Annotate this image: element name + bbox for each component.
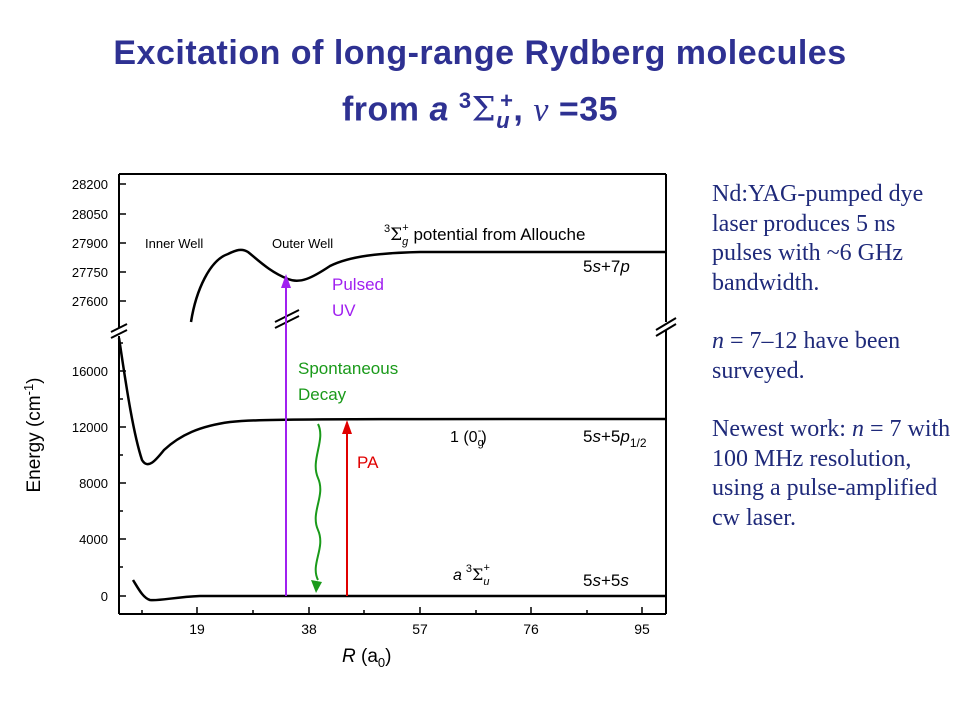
- potential-energy-diagram: 0 4000 8000 12000 16000 27600 27750 2790…: [21, 173, 677, 670]
- upper-potential-curve: [189, 248, 666, 323]
- x-tick-labels: 19 38 57 76 95: [189, 621, 650, 637]
- y-tick-label: 27600: [72, 294, 108, 309]
- note-surveyed: n = 7–12 have been surveyed.: [712, 328, 901, 384]
- middle-asymptote-label: 5s+5p1/2: [583, 427, 647, 450]
- x-ticks: [141, 607, 643, 614]
- note-laser: Nd:YAG-pumped dye laser produces 5 ns pu…: [712, 181, 924, 296]
- lower-potential-curve: [131, 579, 666, 602]
- curve-labels: Inner Well Outer Well 3Σg+ potential fro…: [145, 222, 647, 590]
- note-newest-work: Newest work: n = 7 with 100 MHz resoluti…: [712, 416, 951, 531]
- middle-potential-curve: [117, 337, 667, 466]
- upper-asymptote-label: 5s+7p: [583, 257, 630, 276]
- pulsed-uv-label-2: UV: [332, 301, 356, 320]
- y-tick-label: 4000: [79, 532, 108, 547]
- pa-arrow: [342, 420, 352, 596]
- page-title: Excitation of long-range Rydberg molecul…: [113, 34, 847, 72]
- y-tick-label: 28050: [72, 207, 108, 222]
- outer-well-label: Outer Well: [272, 236, 333, 251]
- y-ticks-lower: [119, 342, 126, 597]
- axis-break-marks: [110, 309, 677, 339]
- pa-label: PA: [357, 453, 379, 472]
- potential-curves: [117, 248, 667, 602]
- lower-asymptote-label: 5s+5s: [583, 571, 629, 590]
- y-tick-label: 8000: [79, 476, 108, 491]
- upper-state-label: 3Σg+ potential from Allouche: [384, 222, 585, 248]
- x-tick-label: 19: [189, 621, 205, 637]
- y-tick-label: 16000: [72, 364, 108, 379]
- y-ticks-upper: [119, 183, 126, 302]
- y-tick-label: 28200: [72, 177, 108, 192]
- y-tick-label: 12000: [72, 420, 108, 435]
- y-axis-label: Energy (cm-1): [21, 377, 45, 492]
- y-tick-label: 0: [101, 589, 108, 604]
- y-tick-label: 27900: [72, 236, 108, 251]
- page-subtitle: from a 3Σu+, ν =35: [341, 88, 619, 134]
- spontaneous-label-2: Decay: [298, 385, 347, 404]
- middle-state-label: 1 (0g-): [450, 425, 487, 449]
- lower-state-label: a 3Σu+: [453, 562, 490, 588]
- pulsed-uv-arrow: [281, 274, 291, 596]
- inner-well-label: Inner Well: [145, 236, 203, 251]
- transition-labels: Pulsed UV Spontaneous Decay PA: [298, 275, 398, 472]
- plot-frame: [118, 173, 667, 615]
- x-tick-label: 57: [412, 621, 428, 637]
- notes-panel: Nd:YAG-pumped dye laser produces 5 ns pu…: [712, 180, 957, 562]
- x-tick-label: 38: [301, 621, 317, 637]
- x-axis-label: R (a0): [342, 646, 391, 670]
- y-tick-label: 27750: [72, 265, 108, 280]
- y-tick-labels: 0 4000 8000 12000 16000 27600 27750 2790…: [72, 177, 108, 604]
- x-tick-label: 76: [523, 621, 539, 637]
- pulsed-uv-label-1: Pulsed: [332, 275, 384, 294]
- x-tick-label: 95: [634, 621, 650, 637]
- spontaneous-label-1: Spontaneous: [298, 359, 398, 378]
- spontaneous-decay-arrow: [311, 423, 322, 593]
